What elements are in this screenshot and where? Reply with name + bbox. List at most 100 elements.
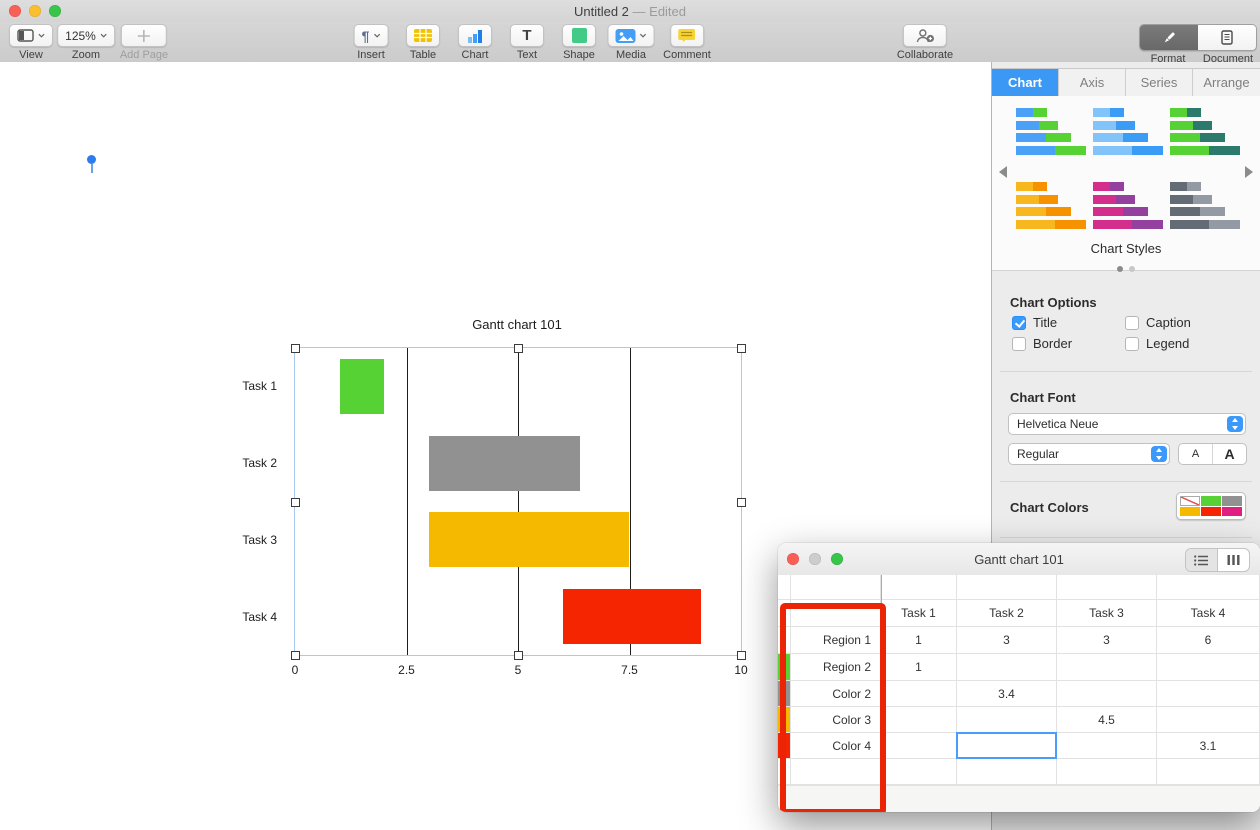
chart-style-thumb-1[interactable] <box>1016 108 1086 155</box>
value-cell[interactable] <box>1157 707 1260 733</box>
value-cell[interactable] <box>1057 733 1157 759</box>
checkbox-caption[interactable] <box>1125 315 1139 330</box>
shape-button[interactable]: Shape <box>562 24 596 61</box>
text-button[interactable]: T Text <box>510 24 544 61</box>
value-cell[interactable]: 3 <box>957 627 1057 654</box>
chart-button[interactable]: Chart <box>458 24 492 61</box>
gridline <box>629 348 631 655</box>
add-page-button[interactable]: Add Page <box>120 24 168 61</box>
empty-cell[interactable] <box>1157 575 1260 600</box>
styles-prev-arrow-icon[interactable] <box>999 166 1007 178</box>
row-label[interactable]: Region 2 <box>791 654 881 681</box>
gantt-bar-task-4 <box>562 589 701 645</box>
chart-colors-button[interactable] <box>1176 492 1246 520</box>
close-window-icon[interactable] <box>787 553 799 565</box>
value-cell[interactable]: 3.1 <box>1157 733 1260 759</box>
value-cell[interactable]: 1 <box>881 654 957 681</box>
row-label[interactable]: Color 3 <box>791 707 881 733</box>
checkbox-title[interactable] <box>1012 315 1026 330</box>
empty-cell[interactable] <box>957 575 1057 600</box>
selection-handle[interactable] <box>291 497 300 507</box>
chevron-down-icon <box>373 33 380 38</box>
increase-font-button[interactable]: A <box>1224 446 1235 462</box>
minimize-window-icon[interactable] <box>809 553 821 565</box>
row-view-button[interactable] <box>1186 549 1218 571</box>
zoom-window-icon[interactable] <box>49 5 61 17</box>
selection-handle[interactable] <box>737 344 746 353</box>
value-cell[interactable] <box>1157 681 1260 707</box>
selection-handle[interactable] <box>291 651 300 660</box>
empty-cell[interactable] <box>791 759 881 785</box>
value-cell[interactable] <box>957 707 1057 733</box>
value-cell[interactable] <box>881 707 957 733</box>
value-cell[interactable] <box>957 654 1057 681</box>
empty-cell[interactable] <box>957 759 1057 785</box>
chart-style-thumb-6[interactable] <box>1170 182 1240 229</box>
empty-cell[interactable] <box>791 575 881 600</box>
selection-handle[interactable] <box>737 497 746 507</box>
insertion-pin-icon[interactable] <box>87 155 96 173</box>
insert-button[interactable]: ¶ Insert <box>353 24 389 61</box>
page-dot-1[interactable] <box>1117 266 1123 272</box>
value-cell[interactable] <box>1057 654 1157 681</box>
close-window-icon[interactable] <box>9 5 21 17</box>
column-header[interactable]: Task 1 <box>881 600 957 627</box>
value-cell[interactable] <box>1157 654 1260 681</box>
empty-cell[interactable] <box>881 575 957 600</box>
empty-cell[interactable] <box>1057 575 1157 600</box>
collaborate-button[interactable]: Collaborate <box>897 24 953 61</box>
row-label[interactable]: Color 2 <box>791 681 881 707</box>
column-header[interactable]: Task 4 <box>1157 600 1260 627</box>
selected-cell[interactable] <box>956 732 1057 759</box>
value-cell[interactable] <box>881 681 957 707</box>
value-cell[interactable]: 6 <box>1157 627 1260 654</box>
media-button[interactable]: Media <box>607 24 655 61</box>
page-dot-2[interactable] <box>1129 266 1135 272</box>
font-style-dropdown[interactable]: Regular <box>1008 443 1170 465</box>
selection-handle[interactable] <box>737 651 746 660</box>
value-cell[interactable]: 3.4 <box>957 681 1057 707</box>
stepper-icon[interactable] <box>1227 416 1243 432</box>
value-cell[interactable] <box>1057 681 1157 707</box>
view-button[interactable]: View <box>9 24 53 61</box>
selection-handle[interactable] <box>514 344 523 353</box>
value-cell[interactable] <box>881 733 957 759</box>
column-view-button[interactable] <box>1218 549 1249 571</box>
column-header[interactable]: Task 2 <box>957 600 1057 627</box>
zoom-button[interactable]: 125% Zoom <box>57 24 115 61</box>
checkbox-border[interactable] <box>1012 336 1026 351</box>
document-button[interactable] <box>1198 25 1256 50</box>
row-label[interactable]: Color 4 <box>791 733 881 759</box>
column-header[interactable]: Task 3 <box>1057 600 1157 627</box>
empty-cell[interactable] <box>1157 759 1260 785</box>
table-button[interactable]: Table <box>406 24 440 61</box>
chevron-down-icon <box>100 33 107 38</box>
value-cell[interactable]: 4.5 <box>1057 707 1157 733</box>
format-button[interactable] <box>1140 25 1198 50</box>
value-cell[interactable]: 1 <box>881 627 957 654</box>
zoom-window-icon[interactable] <box>831 553 843 565</box>
tab-arrange[interactable]: Arrange <box>1203 75 1250 90</box>
comment-button[interactable]: Comment <box>663 24 711 61</box>
selection-handle[interactable] <box>514 651 523 660</box>
chart-style-thumb-5[interactable] <box>1093 182 1163 229</box>
font-family-dropdown[interactable]: Helvetica Neue <box>1008 413 1246 435</box>
selection-handle[interactable] <box>291 344 300 353</box>
x-tick-label: 0 <box>291 663 299 677</box>
tab-series[interactable]: Series <box>1126 69 1193 96</box>
empty-cell[interactable] <box>881 759 957 785</box>
empty-cell[interactable] <box>1057 759 1157 785</box>
decrease-font-button[interactable]: A <box>1179 444 1213 464</box>
styles-next-arrow-icon[interactable] <box>1245 166 1253 178</box>
empty-cell[interactable] <box>778 575 791 600</box>
tab-axis[interactable]: Axis <box>1059 69 1126 96</box>
chart-style-thumb-3[interactable] <box>1170 108 1240 155</box>
chart-style-thumb-2[interactable] <box>1093 108 1163 155</box>
tab-chart[interactable]: Chart <box>992 69 1059 96</box>
stepper-icon[interactable] <box>1151 446 1167 462</box>
minimize-window-icon[interactable] <box>29 5 41 17</box>
checkbox-legend[interactable] <box>1125 336 1139 351</box>
value-cell[interactable]: 3 <box>1057 627 1157 654</box>
data-editor-titlebar[interactable]: Gantt chart 101 <box>778 543 1260 576</box>
chart-style-thumb-4[interactable] <box>1016 182 1086 229</box>
